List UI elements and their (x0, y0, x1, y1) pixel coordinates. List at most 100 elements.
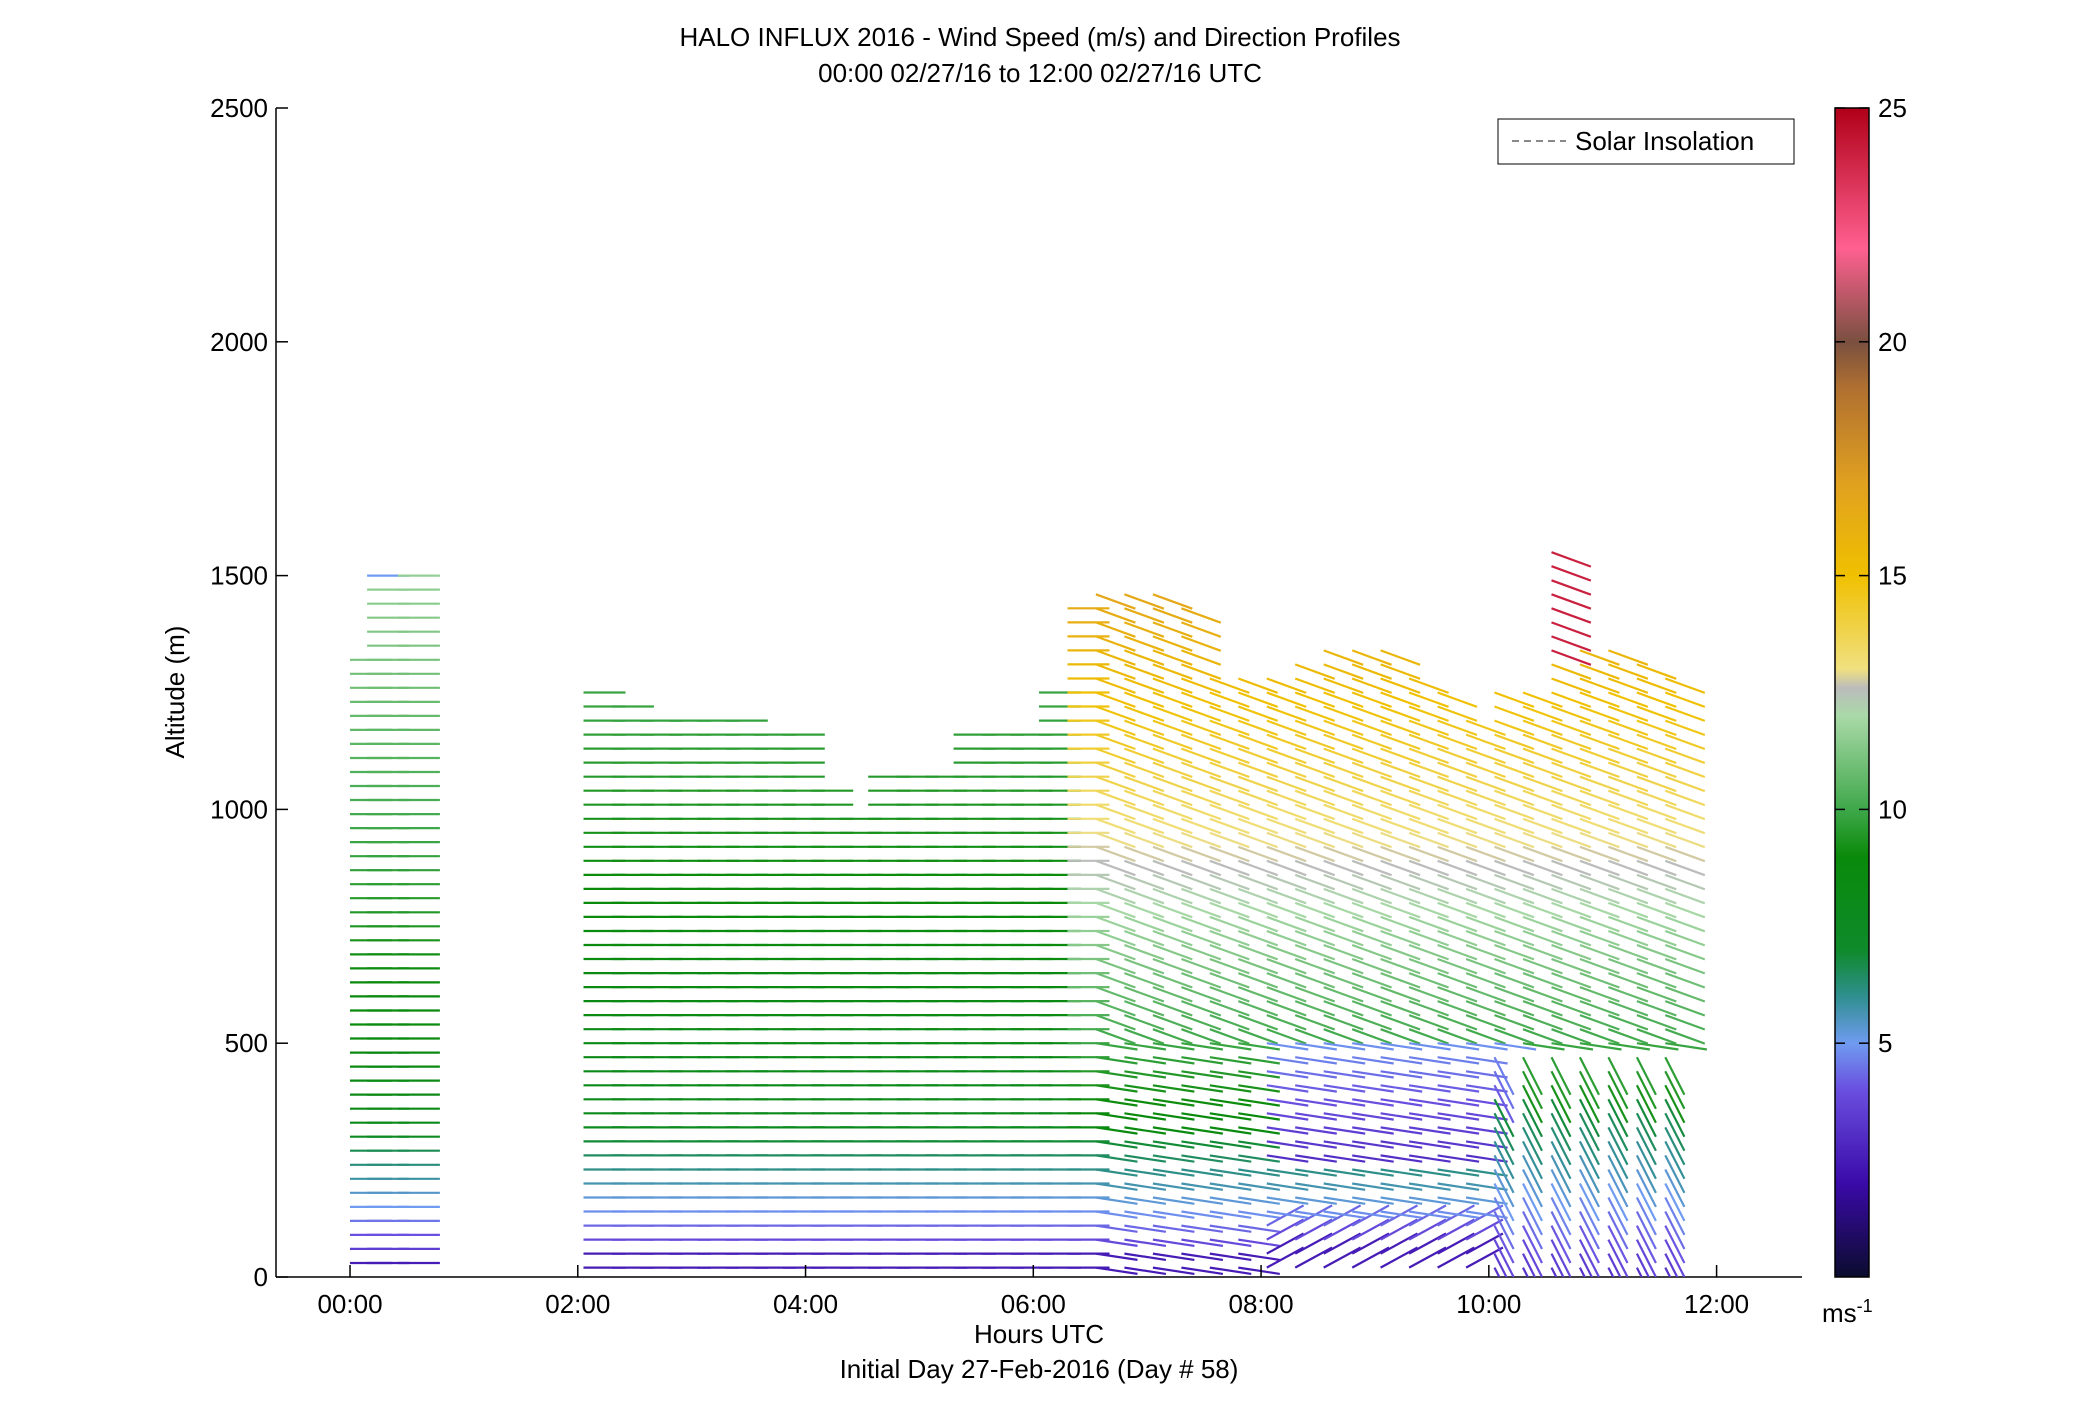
wind-vector (1465, 1098, 1508, 1107)
wind-vector (1294, 747, 1336, 765)
wind-vector (1380, 972, 1421, 989)
wind-vector (1465, 1232, 1504, 1255)
wind-vector (1664, 719, 1706, 737)
wind-vector (1493, 1140, 1515, 1180)
wind-vector (1295, 1182, 1337, 1191)
wind-vector (1635, 1239, 1657, 1277)
wind-vector (1636, 915, 1677, 933)
wind-vector (1635, 1169, 1657, 1208)
wind-vector (1465, 1204, 1504, 1227)
wind-vector (1608, 943, 1649, 961)
wind-vector (1266, 1028, 1307, 1045)
wind-vector (1635, 1056, 1657, 1096)
wind-vector (1437, 691, 1478, 708)
wind-vector (1437, 873, 1478, 891)
wind-vector (1437, 972, 1478, 989)
wind-vector (1124, 775, 1165, 793)
wind-vector (1465, 817, 1506, 835)
wind-vector (1266, 1112, 1309, 1121)
wind-vector (1380, 1182, 1423, 1191)
wind-vector (1380, 873, 1421, 891)
wind-vector (1408, 929, 1449, 947)
wind-vector (1323, 1232, 1362, 1255)
wind-vector (1494, 1028, 1535, 1045)
wind-vector (1494, 1000, 1535, 1017)
wind-vector (1494, 817, 1535, 835)
wind-vector (1664, 957, 1706, 975)
wind-vector (1408, 1056, 1451, 1065)
wind-vector (1323, 943, 1364, 961)
y-tick-label: 2500 (210, 93, 268, 123)
wind-vector (1352, 1210, 1394, 1219)
wind-vector (1551, 1042, 1594, 1051)
wind-vector (1664, 1084, 1686, 1124)
wind-vector (1636, 859, 1677, 877)
wind-vector (1465, 1246, 1504, 1269)
wind-vector (1380, 859, 1421, 877)
wind-vector (1437, 859, 1478, 877)
wind-vector (1608, 873, 1649, 891)
wind-vector (1465, 789, 1506, 807)
colorbar-tick-label: 15 (1878, 561, 1907, 591)
wind-vector (1380, 1140, 1423, 1149)
wind-vector (1494, 1014, 1535, 1031)
wind-vector (1095, 1238, 1138, 1247)
wind-vector (1608, 1000, 1649, 1017)
wind-vector (1465, 859, 1506, 877)
wind-vector (1294, 929, 1336, 947)
wind-vector (1607, 1168, 1629, 1208)
wind-vector (1152, 747, 1193, 765)
wind-vector (1351, 719, 1392, 737)
wind-vector (1664, 705, 1706, 722)
wind-vector (1636, 789, 1677, 807)
wind-vector (1408, 803, 1449, 821)
wind-vector (1494, 691, 1535, 708)
wind-vector (1237, 887, 1279, 905)
wind-vector (1352, 1084, 1394, 1093)
wind-vector (1238, 1252, 1280, 1261)
wind-vector (1636, 986, 1677, 1003)
wind-vector (1124, 607, 1165, 624)
wind-vector (1437, 1126, 1480, 1135)
wind-vector (1152, 1168, 1195, 1177)
wind-vector (1237, 733, 1279, 751)
wind-vector (1294, 817, 1336, 835)
wind-vector (1323, 1056, 1366, 1065)
wind-vector (1522, 901, 1563, 919)
wind-vector (1124, 649, 1165, 666)
wind-vector (1664, 943, 1706, 961)
wind-vector (1578, 1154, 1600, 1194)
wind-vector (1095, 1182, 1138, 1191)
wind-vector (1522, 1253, 1537, 1277)
wind-vector (1323, 1210, 1366, 1219)
wind-vector (1636, 901, 1677, 919)
wind-vector (1351, 733, 1392, 751)
wind-vector (1181, 761, 1222, 779)
wind-vector (1181, 1112, 1224, 1121)
wind-vector (1579, 719, 1620, 737)
wind-vector (1152, 1154, 1195, 1163)
wind-vector (1266, 986, 1307, 1003)
wind-vector (1266, 873, 1307, 891)
wind-vector (1551, 929, 1592, 947)
wind-vector (1152, 887, 1193, 905)
wind-vector (1664, 1014, 1706, 1031)
wind-vector (1636, 873, 1677, 891)
wind-vector (1579, 929, 1620, 947)
wind-vector (1437, 775, 1478, 793)
wind-vector (1181, 1252, 1224, 1261)
wind-vector (1579, 677, 1620, 694)
wind-vector (1664, 1154, 1686, 1194)
wind-vector (1152, 1070, 1195, 1079)
wind-vector (1437, 915, 1478, 933)
wind-vector (1522, 719, 1563, 737)
wind-vector (1664, 803, 1706, 821)
wind-vector (1266, 943, 1307, 961)
wind-vector (1095, 1126, 1138, 1135)
wind-vector (1607, 1070, 1629, 1110)
wind-vector (1351, 1000, 1392, 1017)
wind-vector (1578, 1070, 1600, 1110)
wind-vector (1352, 1168, 1394, 1177)
wind-vector (1095, 972, 1136, 989)
wind-vector (1579, 887, 1620, 905)
